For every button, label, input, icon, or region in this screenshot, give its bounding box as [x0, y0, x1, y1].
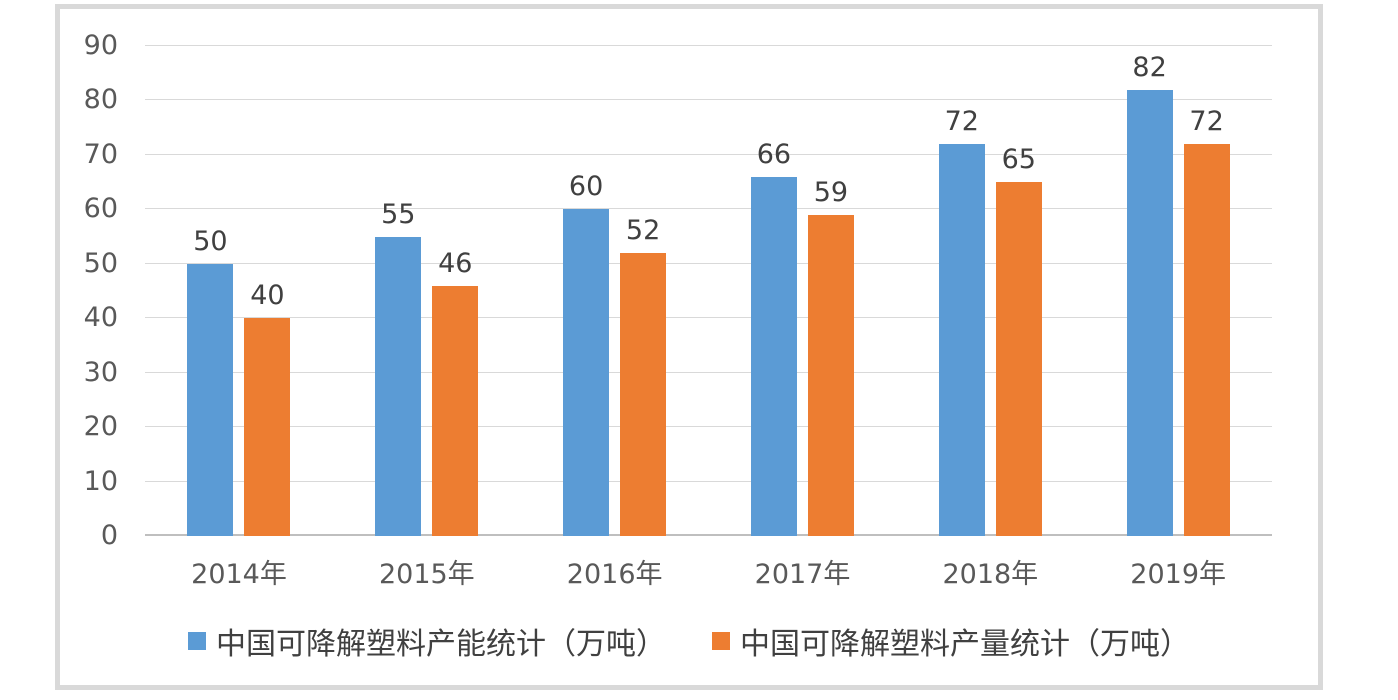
- y-tick-label: 0: [100, 520, 118, 551]
- bar: [620, 252, 667, 536]
- legend-item: 中国可降解塑料产能统计（万吨）: [188, 619, 666, 663]
- bar: [1126, 89, 1173, 536]
- bar-data-label: 82: [1132, 51, 1167, 83]
- bar-data-label: 50: [193, 225, 228, 257]
- gridline: [145, 153, 1272, 155]
- bar: [563, 209, 610, 536]
- x-axis-category-label: 2016年: [566, 559, 663, 590]
- bar: [807, 214, 854, 536]
- bar-data-label: 66: [756, 138, 792, 170]
- x-axis-category-label: 2017年: [754, 559, 851, 590]
- legend-label: 中国可降解塑料产能统计（万吨）: [216, 627, 666, 662]
- gridline: [145, 371, 1272, 373]
- gridline: [145, 45, 1272, 46]
- legend-label: 中国可降解塑料产量统计（万吨）: [740, 627, 1190, 662]
- bar: [375, 236, 422, 536]
- bar: [995, 182, 1042, 536]
- y-tick-label: 90: [83, 30, 118, 61]
- bar: [750, 176, 797, 536]
- y-tick-label: 50: [83, 247, 118, 279]
- legend-swatch-icon: [712, 632, 730, 650]
- gridline: [145, 208, 1272, 210]
- bar-data-label: 72: [944, 106, 979, 137]
- bar-data-label: 40: [250, 280, 285, 312]
- legend: 中国可降解塑料产能统计（万吨） 中国可降解塑料产量统计（万吨）: [55, 620, 1323, 662]
- legend-swatch-icon: [188, 632, 206, 650]
- x-axis-line: [145, 534, 1272, 536]
- bar: [187, 263, 234, 536]
- bar: [432, 285, 479, 536]
- y-tick-label: 30: [83, 356, 118, 388]
- bar-data-label: 65: [1001, 144, 1036, 176]
- gridline: [145, 99, 1272, 101]
- gridline: [145, 262, 1272, 264]
- y-tick-label: 80: [83, 84, 118, 116]
- bar: [1183, 144, 1230, 536]
- plot-area: 50 40 55 46 60 52 66 59 72 65 82 72: [145, 45, 1272, 536]
- gridline: [145, 317, 1272, 319]
- gridline: [145, 426, 1272, 428]
- y-tick-label: 40: [83, 302, 118, 334]
- y-tick-label: 60: [83, 193, 118, 225]
- bar-data-label: 52: [625, 214, 661, 246]
- bar: [244, 318, 291, 536]
- bar-data-label: 60: [568, 171, 604, 203]
- gridline: [145, 480, 1272, 482]
- bar-data-label: 72: [1189, 106, 1224, 137]
- bar-data-label: 46: [438, 247, 473, 279]
- bar-data-label: 59: [813, 176, 849, 208]
- y-tick-label: 10: [83, 465, 118, 497]
- x-axis-category-label: 2015年: [378, 559, 475, 590]
- legend-item: 中国可降解塑料产量统计（万吨）: [712, 619, 1190, 663]
- y-tick-label: 70: [83, 138, 118, 170]
- x-axis-category-label: 2019年: [1130, 559, 1227, 590]
- bar-data-label: 55: [381, 198, 416, 230]
- x-axis-category-label: 2014年: [191, 559, 287, 590]
- y-tick-label: 20: [83, 411, 118, 443]
- bar: [938, 144, 985, 536]
- x-axis-category-label: 2018年: [942, 559, 1039, 590]
